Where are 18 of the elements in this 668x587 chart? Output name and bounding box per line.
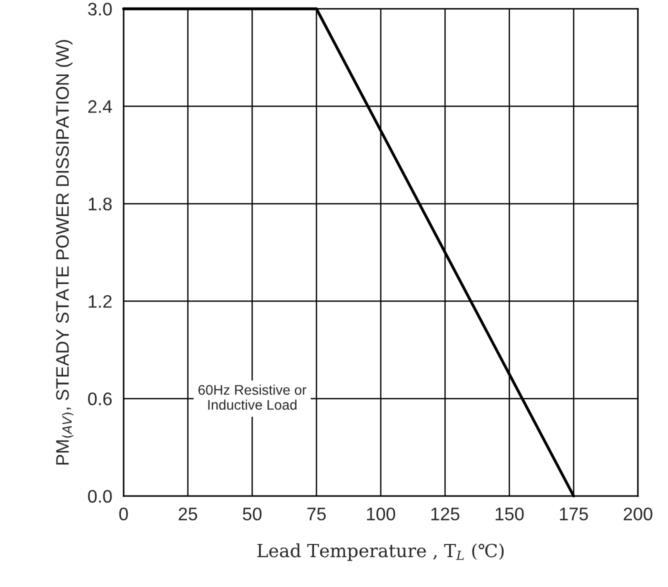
x-axis-title: Lead Temperature , T$_{L}$ (℃) [257,543,504,561]
x-tick-label: 50 [242,508,262,520]
annotation: 60Hz Resistive or Inductive Load [198,384,306,410]
x-tick-label: 175 [560,508,588,520]
y-tick-label: 1.2 [88,295,112,308]
y-tick-label: 0.6 [88,392,112,406]
x-tick-label: 25 [178,508,198,520]
x-tick-label: 200 [624,508,652,520]
y-tick-label: 2.4 [88,100,112,113]
x-tick-label: 75 [307,508,326,520]
x-tick-label: 125 [431,508,460,520]
y-tick-label: 3.0 [88,2,112,16]
x-tick-label: 0 [119,508,128,520]
x-tick-label: 100 [367,508,396,520]
y-tick-label: 0.0 [88,490,112,503]
x-tick-label: 150 [496,508,524,520]
y-axis-title: PM$_{(AV)}$, STEADY STATE POWER DISSIPATION (W) [56,40,74,465]
y-tick-label: 1.8 [88,198,112,210]
